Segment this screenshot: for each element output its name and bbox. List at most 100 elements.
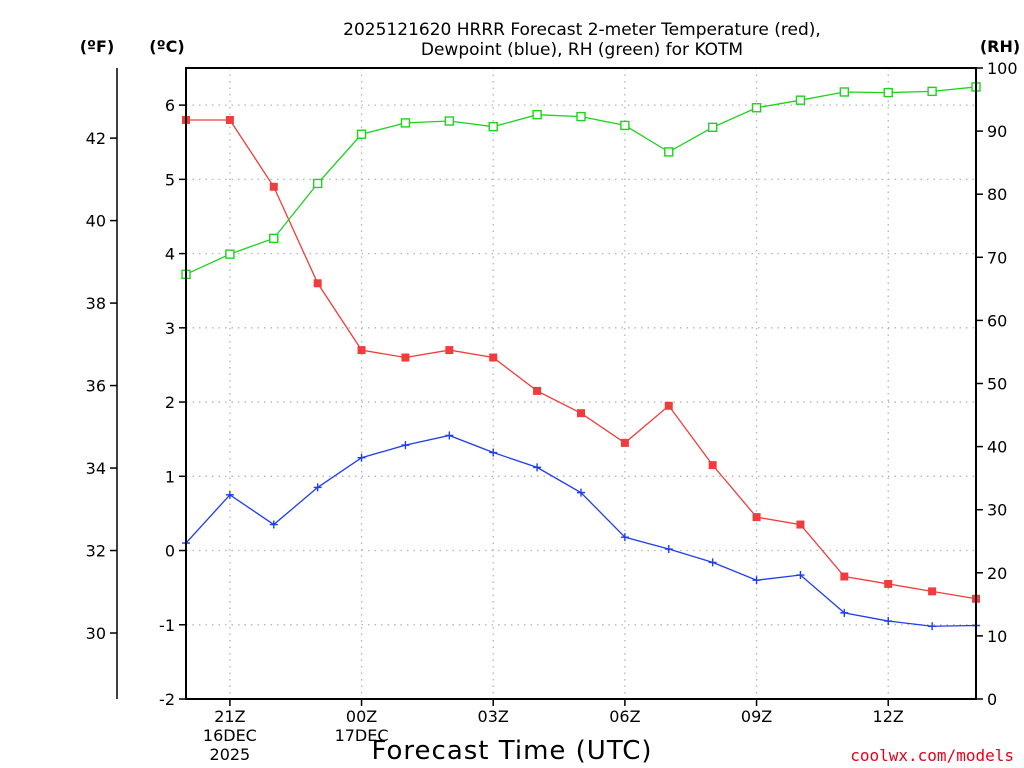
celsius-tick-label: 5	[165, 170, 175, 189]
celsius-tick-label: 3	[165, 319, 175, 338]
x-tick-label: 00Z	[346, 707, 377, 726]
rh-tick-label: 20	[987, 564, 1007, 583]
data-point-marker	[533, 463, 542, 472]
chart-title-line1: 2025121620 HRRR Forecast 2-meter Tempera…	[343, 20, 821, 40]
data-point-marker	[840, 572, 849, 581]
celsius-tick-label: 4	[165, 245, 175, 264]
celsius-tick-label: -2	[159, 690, 175, 709]
series-dewpoint	[182, 431, 980, 631]
data-point-marker	[532, 109, 542, 120]
data-point-marker	[883, 87, 893, 98]
celsius-tick-label: 0	[165, 542, 175, 561]
chart-title-line2: Dewpoint (blue), RH (green) for KOTM	[421, 40, 743, 60]
data-point-marker	[269, 520, 278, 529]
data-point-marker	[620, 533, 629, 542]
rh-tick-label: 100	[987, 59, 1018, 78]
plot-frame	[185, 67, 977, 700]
data-point-marker	[795, 95, 806, 105]
fahrenheit-tick-label: 30	[86, 624, 106, 643]
data-point-marker	[796, 520, 805, 529]
data-point-marker	[357, 453, 366, 462]
x-tick-label: 17DEC	[335, 726, 389, 745]
data-point-marker	[533, 386, 542, 395]
data-point-marker	[576, 111, 586, 122]
data-point-marker	[839, 87, 850, 97]
rh-tick-label: 40	[987, 438, 1007, 457]
fahrenheit-unit-label: (ºF)	[80, 37, 115, 56]
rh-unit-label: (RH)	[980, 37, 1020, 56]
x-tick-label: 2025	[210, 745, 251, 764]
data-point-marker	[708, 461, 717, 470]
data-point-marker	[840, 608, 849, 617]
data-point-marker	[928, 622, 937, 631]
data-point-marker	[312, 178, 323, 189]
celsius-tick-label: 1	[165, 467, 175, 486]
fahrenheit-axis: 30 32 34 36 38 40 42	[86, 68, 118, 699]
data-point-marker	[928, 587, 937, 596]
data-point-marker	[269, 233, 279, 244]
data-point-marker	[620, 120, 630, 131]
data-point-marker	[489, 353, 498, 362]
data-point-marker	[620, 438, 629, 447]
x-tick-label: 16DEC	[203, 726, 257, 745]
rh-tick-label: 10	[987, 627, 1007, 646]
celsius-tick-label: -1	[159, 616, 175, 635]
x-axis-title: Forecast Time (UTC)	[371, 736, 652, 766]
data-point-marker	[489, 448, 498, 457]
fahrenheit-tick-label: 36	[86, 377, 106, 396]
data-point-marker	[664, 401, 673, 410]
data-point-marker	[225, 490, 234, 499]
data-point-marker	[269, 182, 278, 191]
data-point-marker	[313, 279, 322, 288]
credit-text: coolwx.com/models	[850, 746, 1014, 765]
data-point-marker	[884, 617, 893, 626]
data-point-marker	[927, 86, 937, 97]
rh-tick-label: 90	[987, 122, 1007, 141]
data-point-marker	[577, 488, 585, 497]
data-point-marker	[752, 576, 761, 585]
data-point-marker	[664, 545, 673, 554]
data-point-marker	[401, 353, 410, 362]
x-tick-label: 12Z	[873, 707, 904, 726]
gridlines	[186, 68, 976, 699]
celsius-tick-label: 6	[165, 96, 175, 115]
data-point-marker	[577, 409, 585, 418]
data-point-marker	[445, 346, 454, 355]
data-point-marker	[707, 122, 718, 133]
rh-tick-label: 50	[987, 375, 1007, 394]
data-point-marker	[445, 431, 454, 440]
x-tick-label: 09Z	[741, 707, 772, 726]
fahrenheit-tick-label: 34	[86, 459, 106, 478]
celsius-tick-label: 2	[165, 393, 175, 412]
series-2-meter-temperature	[182, 115, 980, 603]
data-point-marker	[708, 558, 717, 567]
data-point-marker	[488, 121, 498, 132]
data-point-marker	[401, 441, 410, 450]
data-point-marker	[884, 579, 893, 588]
x-tick-label: 03Z	[478, 707, 509, 726]
series-line	[186, 119, 977, 600]
data-point-marker	[444, 116, 455, 126]
celsius-unit-label: (ºC)	[149, 37, 184, 56]
x-tick-label: 06Z	[609, 707, 640, 726]
rh-tick-label: 30	[987, 501, 1007, 520]
rh-tick-label: 80	[987, 185, 1007, 204]
rh-tick-label: 0	[987, 690, 997, 709]
fahrenheit-tick-label: 40	[86, 212, 106, 231]
data-point-marker	[751, 103, 762, 113]
celsius-axis: -2 -1 0 1 2 3 4 5 6	[159, 96, 186, 709]
series-rh	[181, 82, 981, 280]
fahrenheit-tick-label: 42	[86, 129, 106, 148]
rh-tick-label: 60	[987, 311, 1007, 330]
x-tick-label: 21Z	[214, 707, 245, 726]
data-point-marker	[356, 129, 367, 139]
data-point-marker	[225, 115, 234, 124]
data-point-marker	[357, 346, 366, 355]
rh-axis: 0 10 20 30 40 50 60 70 80 90 100	[976, 59, 1018, 709]
fahrenheit-tick-label: 32	[86, 542, 106, 561]
data-point-marker	[313, 483, 322, 492]
series-layer	[181, 82, 981, 631]
fahrenheit-tick-label: 38	[86, 294, 106, 313]
